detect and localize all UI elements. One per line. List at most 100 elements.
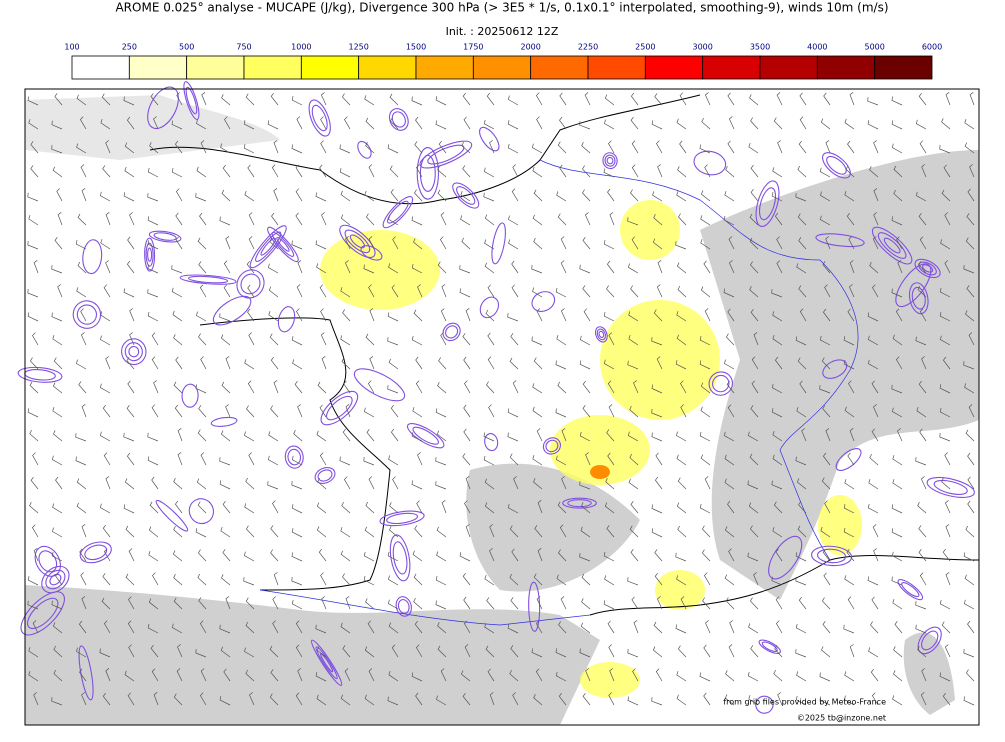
barb (29, 357, 39, 370)
contour (479, 296, 500, 319)
barb (725, 597, 735, 610)
barb (316, 430, 327, 442)
barb (127, 620, 135, 634)
barb (249, 692, 255, 706)
barb (822, 548, 831, 562)
barb (388, 358, 399, 370)
barb (437, 261, 447, 274)
barb (772, 311, 783, 322)
barb (607, 452, 615, 466)
barb (510, 333, 519, 346)
barb (509, 525, 519, 538)
barb (319, 404, 327, 418)
barb (484, 239, 495, 250)
barb (795, 336, 807, 346)
barb (147, 193, 159, 202)
barb (918, 548, 927, 562)
barb (511, 260, 519, 274)
barb (532, 287, 543, 298)
barb (725, 333, 735, 346)
barb (245, 621, 255, 634)
barb (630, 189, 639, 202)
barb (725, 166, 735, 178)
contour (761, 641, 778, 652)
barb (366, 428, 375, 442)
contour (357, 140, 372, 159)
barb (604, 94, 615, 106)
barb (387, 551, 399, 562)
barb (750, 117, 759, 130)
barb (627, 217, 639, 226)
barb (747, 552, 759, 562)
barb (967, 188, 975, 202)
barb (172, 623, 183, 634)
barb (966, 213, 975, 226)
barb (200, 668, 207, 682)
barb (727, 140, 735, 154)
barb (368, 164, 375, 178)
barb (773, 669, 783, 682)
barb (389, 502, 399, 514)
barb (579, 552, 591, 562)
barb (628, 478, 639, 490)
barb (604, 575, 615, 586)
barb (105, 260, 111, 274)
barb (605, 478, 615, 490)
barb (699, 360, 711, 370)
barb (848, 236, 855, 250)
barb (441, 500, 447, 514)
barb (965, 429, 975, 442)
colorbar-tick-label: 1750 (463, 43, 483, 52)
contour (901, 582, 920, 598)
barb (414, 141, 423, 154)
barb (963, 648, 975, 658)
contour (212, 295, 252, 326)
barb (795, 552, 807, 562)
barb (772, 430, 783, 442)
barb (723, 431, 735, 442)
barb (774, 212, 783, 226)
barb (273, 572, 279, 586)
barb (560, 308, 567, 322)
barb (630, 285, 639, 298)
barb (102, 524, 111, 538)
barb (897, 260, 903, 274)
barb (412, 407, 423, 418)
contour (144, 237, 156, 272)
barb (224, 116, 231, 130)
barb (559, 164, 567, 178)
barb (126, 357, 135, 370)
barb (318, 548, 327, 562)
barb (796, 263, 807, 274)
barb (915, 457, 927, 466)
barb (795, 695, 807, 706)
barb (582, 380, 591, 394)
barb (654, 93, 663, 106)
barb (968, 404, 975, 418)
barb (219, 624, 231, 634)
barb (340, 335, 351, 346)
barb (773, 117, 783, 130)
barb (657, 260, 663, 274)
barb (105, 140, 111, 154)
barb (463, 404, 471, 418)
barb (340, 622, 351, 634)
contour (412, 426, 439, 445)
barb (176, 668, 183, 682)
contour (183, 81, 200, 120)
barb (819, 215, 831, 226)
barb (701, 117, 711, 130)
barb (557, 141, 567, 154)
barb (748, 142, 759, 154)
barb (411, 335, 423, 346)
barb (873, 140, 879, 154)
barb (561, 476, 567, 490)
contour (181, 383, 199, 408)
barb (918, 212, 927, 226)
barb (171, 168, 183, 178)
barb (939, 599, 951, 610)
barb (390, 188, 399, 202)
barb (52, 503, 63, 514)
barb (919, 572, 927, 586)
barb (390, 428, 399, 442)
